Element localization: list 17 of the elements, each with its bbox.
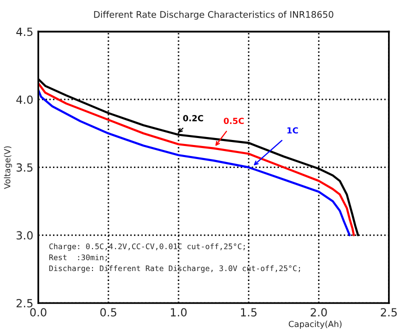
y-axis-title: Voltage(V) [4, 146, 12, 189]
chart-title: Different Rate Discharge Characteristics of INR18650 [94, 10, 334, 20]
annotation: 0.5C [224, 118, 244, 124]
x-tick-label: 1.0 [170, 308, 187, 316]
x-tick-label: 2.0 [310, 308, 327, 316]
x-tick-label: 1.5 [241, 308, 257, 316]
y-tick-label: 3.0 [16, 231, 33, 240]
y-tick-label: 4.5 [16, 28, 32, 36]
annotation: 0.2C [183, 115, 204, 122]
y-tick-label: 3.5 [16, 163, 32, 172]
y-tick-label: 2.5 [16, 299, 32, 308]
x-tick-label: 0.0 [30, 308, 46, 316]
x-tick-label: 2.5 [380, 308, 397, 316]
y-tick-label: 4.0 [16, 95, 33, 104]
x-tick-label: 0.5 [100, 308, 116, 316]
annotation: 1C [287, 127, 298, 134]
x-axis-title: Capacity(Ah) [288, 320, 342, 329]
